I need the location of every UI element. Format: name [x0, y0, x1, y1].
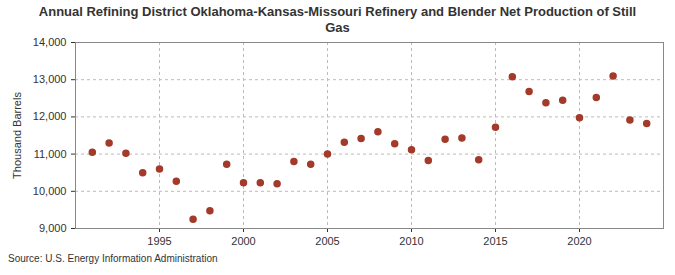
svg-text:1995: 1995	[147, 235, 171, 247]
svg-text:2015: 2015	[483, 235, 507, 247]
svg-text:11,000: 11,000	[34, 148, 67, 160]
svg-text:2020: 2020	[567, 235, 591, 247]
svg-text:2000: 2000	[231, 235, 255, 247]
html-text:Source: U.S. Energy Informatio: Source: U.S. Energy Information Administ…	[8, 253, 218, 264]
html-text:Annual Refining District Oklah: Annual Refining District Oklahoma-Kansas…	[38, 4, 637, 35]
svg-text:2010: 2010	[399, 235, 423, 247]
svg-text:14,000: 14,000	[33, 36, 67, 48]
svg-text:10,000: 10,000	[33, 185, 67, 197]
svg-text:13,000: 13,000	[33, 73, 67, 85]
svg-text:12,000: 12,000	[33, 110, 67, 122]
svg-text:2005: 2005	[315, 235, 339, 247]
svg-text:9,000: 9,000	[39, 222, 67, 234]
svg-text:Thousand Barrels: Thousand Barrels	[11, 92, 23, 179]
